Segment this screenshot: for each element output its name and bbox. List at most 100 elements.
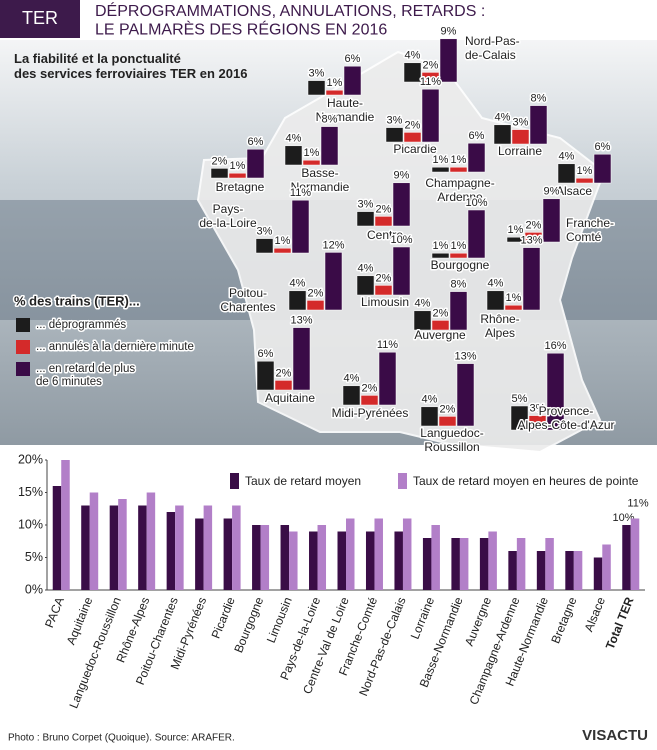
x-tick-label: Bourgogne [231, 595, 266, 655]
bar [467, 142, 486, 173]
bar [175, 505, 184, 590]
bar [138, 505, 147, 590]
bar [449, 166, 468, 173]
text-line: Languedoc- [420, 426, 483, 440]
text-line: ... en retard de plus [36, 363, 135, 375]
bar [431, 166, 450, 173]
legend-swatch [230, 473, 239, 489]
text-line: Alpes [485, 326, 515, 340]
bar [402, 518, 412, 590]
value-label: 8% [531, 93, 547, 105]
bar [343, 65, 362, 96]
text-line: des services ferroviaires TER en 2016 [14, 66, 247, 81]
bar [89, 492, 99, 590]
region-label: Basse-Normandie [291, 166, 350, 194]
bar [252, 525, 261, 590]
text-line: LE PALMARÈS DES RÉGIONS EN 2016 [95, 20, 387, 39]
bar [356, 211, 375, 227]
bar [195, 518, 204, 590]
value-label: 2% [212, 155, 228, 167]
bar [516, 538, 526, 590]
bar [374, 285, 393, 296]
bar [392, 182, 411, 227]
bar [284, 145, 303, 166]
bar [203, 505, 213, 590]
value-label: 4% [488, 278, 504, 290]
value-label: 1% [577, 165, 593, 177]
bar [52, 486, 62, 590]
bar [630, 518, 640, 590]
bar [346, 518, 355, 590]
bar [365, 531, 375, 590]
bar [467, 209, 486, 259]
region-label: Alsace [556, 184, 592, 198]
bar [451, 538, 460, 590]
bar [289, 531, 298, 590]
bar [421, 72, 440, 83]
bar [166, 512, 176, 590]
region-label: Centre [367, 228, 403, 242]
region-label: Provence-Alpes-Côte-d'Azur [518, 404, 615, 432]
value-label: 11% [290, 187, 311, 199]
bar [504, 304, 523, 311]
bar [118, 499, 127, 590]
value-label: 3% [513, 117, 529, 129]
text-line: Comté [566, 230, 602, 244]
value-label: 16% [544, 340, 566, 352]
value-label: 9% [441, 26, 457, 38]
value-label: 2% [440, 403, 456, 415]
value-label: 1% [451, 240, 467, 252]
bar [422, 538, 432, 590]
value-label: 6% [469, 130, 485, 142]
subtitle: La fiabilité et la ponctualité des servic… [14, 51, 247, 81]
y-tick-label: 5% [25, 550, 43, 564]
value-label: 1% [508, 224, 524, 236]
value-label: 2% [308, 287, 324, 299]
value-label: 13% [454, 351, 476, 363]
legend-title: % des trains (TER)... [14, 293, 140, 308]
value-label: 1% [304, 147, 320, 159]
region-label: Rhône-Alpes [480, 312, 519, 340]
bar [431, 320, 450, 331]
y-tick-label: 0% [25, 582, 43, 596]
text-line: de-Calais [465, 48, 516, 62]
bar [337, 531, 346, 590]
region-label: Picardie [393, 142, 437, 156]
value-label: 2% [362, 382, 378, 394]
text-line: Normandie [316, 110, 375, 124]
title: DÉPROGRAMMATIONS, ANNULATIONS, RETARDS :… [95, 1, 485, 38]
bar [260, 525, 270, 590]
bar [302, 159, 321, 166]
text-line: La fiabilité et la ponctualité [14, 51, 181, 66]
value-label: 4% [559, 151, 575, 163]
bar [146, 492, 156, 590]
bar [292, 327, 311, 391]
bar [291, 199, 310, 254]
bar [324, 252, 343, 311]
value-label: 4% [286, 133, 302, 145]
value-label: 1% [433, 240, 449, 252]
value-label: 1% [433, 154, 449, 166]
bar [385, 127, 404, 143]
value-label: 6% [595, 141, 611, 153]
value-label: 6% [345, 53, 361, 65]
bar [575, 177, 594, 184]
value-label: 2% [276, 367, 292, 379]
bar [378, 351, 397, 406]
bar [228, 172, 247, 179]
bar [438, 416, 457, 427]
value-label: 3% [358, 199, 374, 211]
region-label: Pays-de-la-Loire [199, 202, 257, 230]
bar [449, 291, 468, 331]
bar [493, 124, 512, 145]
value-label: 6% [258, 348, 274, 360]
tag: TER [22, 8, 58, 28]
value-label: 12% [322, 239, 344, 251]
bar [536, 551, 546, 590]
text-line: Charentes [220, 300, 275, 314]
value-label: 13% [290, 315, 312, 327]
y-tick-label: 10% [18, 517, 43, 531]
value-label: 1% [230, 160, 246, 172]
value-label: 2% [405, 119, 421, 131]
bar [403, 62, 422, 83]
